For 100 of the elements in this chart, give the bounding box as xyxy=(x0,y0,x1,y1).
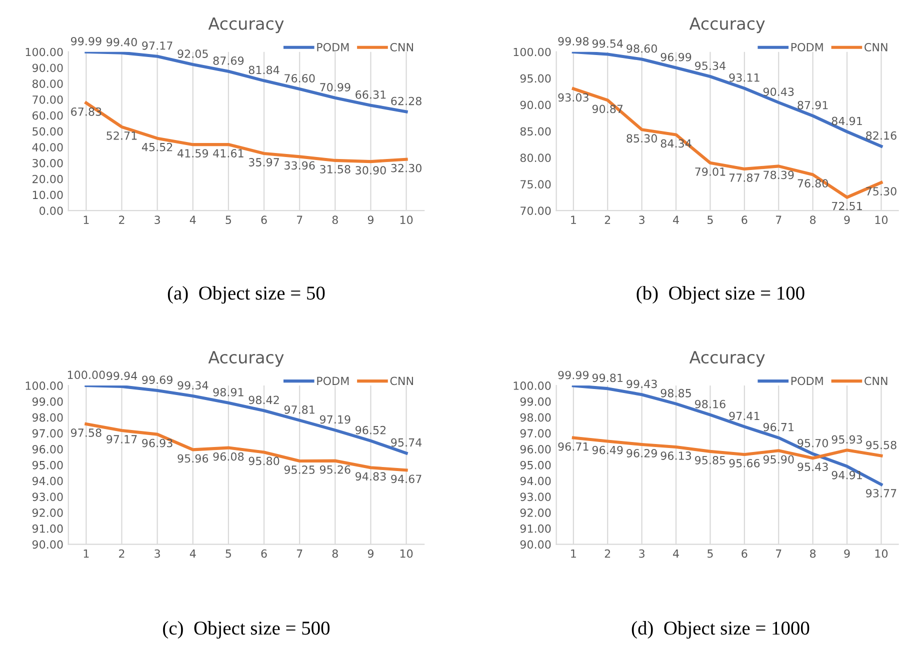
data-label: 97.81 xyxy=(284,405,314,414)
y-tick-label: 99.00 xyxy=(32,397,63,406)
data-label: 94.91 xyxy=(832,470,862,480)
data-label: 96.29 xyxy=(626,449,657,458)
data-label: 98.91 xyxy=(213,388,244,396)
y-tick-label: 93.00 xyxy=(32,492,63,502)
y-tick-label: 92.00 xyxy=(32,508,63,517)
chart-title: Accuracy xyxy=(689,351,765,367)
data-label: 95.34 xyxy=(695,62,726,70)
x-tick-label: 8 xyxy=(332,216,338,224)
y-tick-label: 91.00 xyxy=(32,524,63,533)
data-label: 95.93 xyxy=(832,435,862,444)
x-tick-label: 9 xyxy=(844,216,850,224)
chart-title: Accuracy xyxy=(689,17,765,34)
x-tick-label: 9 xyxy=(368,216,374,224)
data-label: 35.97 xyxy=(248,158,279,166)
x-tick-label: 3 xyxy=(639,216,644,224)
data-label: 45.52 xyxy=(142,142,172,152)
data-label: 98.16 xyxy=(695,400,726,408)
x-tick-label: 4 xyxy=(190,550,196,558)
x-tick-label: 5 xyxy=(708,550,713,558)
data-label: 75.30 xyxy=(866,187,896,196)
y-tick-label: 93.00 xyxy=(520,492,551,502)
chart-title: Accuracy xyxy=(208,17,284,34)
data-label: 99.43 xyxy=(626,380,657,388)
x-tick-label: 10 xyxy=(400,549,413,558)
data-label: 100.00 xyxy=(68,370,105,380)
data-label: 52.71 xyxy=(106,131,137,140)
y-tick-label: 85.00 xyxy=(520,127,551,136)
data-label: 92.05 xyxy=(178,50,208,58)
x-tick-label: 10 xyxy=(875,549,888,558)
data-label: 97.41 xyxy=(729,412,760,420)
y-tick-label: 97.00 xyxy=(32,429,63,438)
data-label: 96.49 xyxy=(592,446,623,454)
x-tick-label: 2 xyxy=(119,549,124,558)
y-tick-label: 98.00 xyxy=(520,413,551,422)
x-tick-label: 8 xyxy=(810,216,816,224)
legend-label: PODM xyxy=(791,42,823,52)
x-tick-label: 7 xyxy=(296,216,302,224)
y-tick-label: 90.00 xyxy=(32,64,63,72)
x-tick-label: 7 xyxy=(296,550,302,558)
y-tick-label: 92.00 xyxy=(520,508,551,517)
data-label: 99.94 xyxy=(106,372,138,380)
data-label: 62.28 xyxy=(391,96,422,106)
x-tick-label: 10 xyxy=(875,216,888,224)
y-tick-label: 0.00 xyxy=(40,206,63,215)
data-label: 77.87 xyxy=(729,173,760,182)
data-label: 98.42 xyxy=(248,396,279,404)
legend-label: CNN xyxy=(390,376,413,386)
x-tick-label: 4 xyxy=(673,550,679,558)
data-label: 94.83 xyxy=(356,472,386,481)
y-tick-label: 70.00 xyxy=(520,206,551,215)
data-label: 93.11 xyxy=(729,73,760,82)
y-tick-label: 80.00 xyxy=(520,154,551,162)
legend-label: CNN xyxy=(390,42,413,52)
y-tick-label: 90.00 xyxy=(520,540,551,549)
data-label: 85.30 xyxy=(626,134,657,143)
x-tick-label: 7 xyxy=(776,216,782,224)
data-label: 93.77 xyxy=(866,489,896,498)
x-tick-label: 5 xyxy=(708,216,713,224)
x-tick-label: 4 xyxy=(190,216,196,224)
y-tick-label: 99.00 xyxy=(520,397,551,406)
data-label: 95.70 xyxy=(798,438,828,448)
y-tick-label: 100.00 xyxy=(514,382,551,390)
data-label: 99.99 xyxy=(70,36,102,46)
data-label: 72.51 xyxy=(832,202,862,210)
y-tick-label: 30.00 xyxy=(32,158,63,168)
y-tick-label: 96.00 xyxy=(32,445,63,454)
y-tick-label: 90.00 xyxy=(520,100,551,110)
data-label: 97.19 xyxy=(320,415,350,424)
data-label: 96.71 xyxy=(558,442,588,451)
y-tick-label: 10.00 xyxy=(32,190,63,200)
x-tick-label: 7 xyxy=(776,550,782,558)
x-tick-label: 2 xyxy=(604,549,610,558)
y-tick-label: 90.00 xyxy=(32,540,63,549)
data-label: 95.85 xyxy=(695,456,726,464)
x-tick-label: 1 xyxy=(84,216,89,224)
y-tick-label: 95.00 xyxy=(32,460,63,470)
x-tick-label: 1 xyxy=(571,550,576,558)
data-label: 70.99 xyxy=(320,82,350,92)
data-label: 76.60 xyxy=(284,74,315,82)
data-label: 87.91 xyxy=(798,100,828,110)
data-label: 96.93 xyxy=(142,438,172,448)
data-label: 96.52 xyxy=(356,426,386,434)
data-label: 95.25 xyxy=(284,466,315,474)
x-tick-label: 1 xyxy=(571,216,576,224)
x-tick-label: 10 xyxy=(400,216,413,224)
data-label: 99.40 xyxy=(106,38,137,46)
data-label: 31.58 xyxy=(320,165,350,174)
legend-label: PODM xyxy=(317,42,349,52)
y-tick-label: 100.00 xyxy=(514,48,551,56)
text: (d) Object size = 1000 xyxy=(632,621,810,639)
data-label: 96.13 xyxy=(660,452,692,460)
data-label: 96.71 xyxy=(763,422,794,432)
data-label: 41.61 xyxy=(213,149,244,158)
x-tick-label: 4 xyxy=(673,216,679,224)
y-tick-label: 60.00 xyxy=(32,111,63,120)
y-tick-label: 94.00 xyxy=(32,476,63,486)
data-label: 99.54 xyxy=(592,39,623,48)
data-label: 84.91 xyxy=(832,116,862,126)
